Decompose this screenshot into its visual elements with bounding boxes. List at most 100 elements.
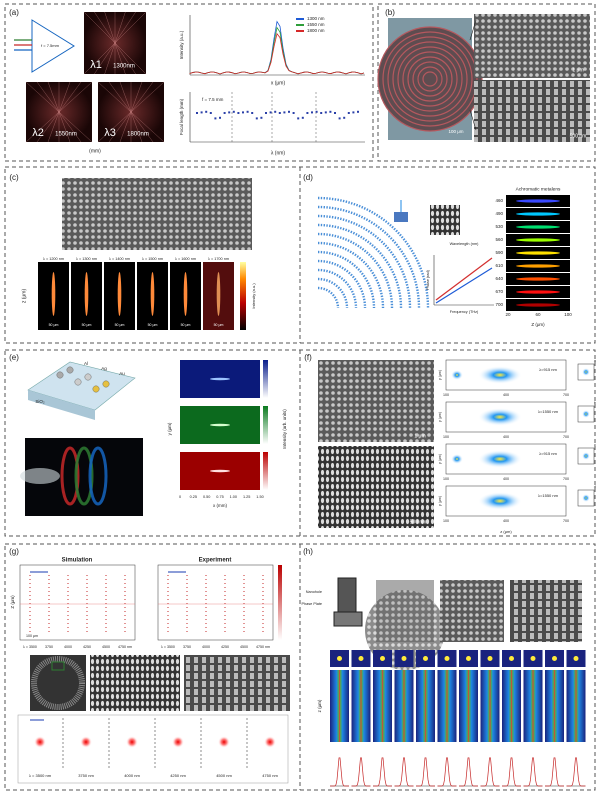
focus xyxy=(117,272,122,316)
label: 1 μm xyxy=(414,433,425,439)
sem-image xyxy=(30,655,86,711)
spot xyxy=(80,736,92,748)
nanopillar xyxy=(84,373,92,381)
label: 50 μm xyxy=(181,323,191,327)
schematic xyxy=(337,577,357,615)
label: 4500 xyxy=(102,645,110,649)
focus-map xyxy=(502,670,521,742)
label: 50 μm xyxy=(82,323,92,327)
label: 670 xyxy=(495,289,503,294)
lens-glow xyxy=(74,446,94,506)
meta-ring xyxy=(317,223,403,309)
meta-ring xyxy=(317,241,385,309)
nanopillar xyxy=(56,371,64,379)
focal-point xyxy=(297,117,300,120)
sem-image xyxy=(318,360,434,442)
focal-point xyxy=(278,112,281,114)
label: λ (nm) xyxy=(271,150,286,156)
label: z (μm) xyxy=(21,289,27,304)
panel-label: (e) xyxy=(9,353,19,362)
label: d xyxy=(594,484,596,489)
spot xyxy=(423,656,428,661)
focal-point xyxy=(251,112,254,114)
label: Intensity (a.u.) xyxy=(179,30,184,59)
focal-point xyxy=(324,111,327,114)
panel-label: (a) xyxy=(9,8,19,17)
label: 4250 xyxy=(221,645,229,649)
panel-label: (h) xyxy=(303,547,313,556)
profile-curve xyxy=(502,757,521,787)
label: 1 μm xyxy=(572,67,583,73)
label: x (mm) xyxy=(213,503,227,508)
label: λ = 1300 nm xyxy=(76,257,97,261)
label: Nanohole xyxy=(306,590,322,594)
focal-point xyxy=(311,111,313,114)
label: 500 nm xyxy=(410,519,427,525)
focus xyxy=(210,377,230,381)
focus xyxy=(516,225,560,229)
label: Wavelength (nm) xyxy=(450,242,480,246)
focal-point xyxy=(205,110,208,113)
label: Z (μm) xyxy=(531,322,545,327)
ring xyxy=(402,51,458,107)
focus xyxy=(516,264,560,268)
focus-map xyxy=(394,670,414,742)
label: 1.50 xyxy=(256,495,263,499)
focal-point xyxy=(347,112,350,114)
spot xyxy=(509,656,514,661)
phase-line xyxy=(435,257,493,301)
pointer xyxy=(469,19,477,41)
sem-image xyxy=(474,80,590,142)
meta-ring xyxy=(317,196,430,309)
label: 20 xyxy=(505,312,511,317)
label: 460 xyxy=(495,198,503,203)
spot xyxy=(582,410,590,418)
label: x (μm) xyxy=(271,80,286,86)
spot xyxy=(172,736,184,748)
spot xyxy=(487,656,493,661)
lens xyxy=(31,656,85,710)
label: 640 xyxy=(495,276,503,281)
focus xyxy=(84,272,89,316)
focal-point xyxy=(338,117,341,120)
panel-label: (d) xyxy=(303,173,313,182)
focus xyxy=(516,290,560,294)
focal-point xyxy=(352,111,355,114)
label: Ag xyxy=(101,366,107,371)
field-map xyxy=(157,564,274,641)
focal-point xyxy=(283,111,286,114)
meta-ring xyxy=(317,268,358,309)
sem-image xyxy=(440,580,504,642)
spot xyxy=(552,656,557,661)
label: 590 xyxy=(495,250,503,255)
colorbar xyxy=(278,565,282,640)
focus-map xyxy=(330,670,349,742)
focus xyxy=(516,212,560,216)
focal-point xyxy=(200,111,203,114)
label: 100 xyxy=(443,393,449,397)
label: Achromatic metalens xyxy=(516,186,561,192)
focal-point xyxy=(246,110,249,113)
spot xyxy=(582,452,590,460)
label: Frequency (THz) xyxy=(450,310,479,314)
focal-point xyxy=(228,111,231,114)
focus xyxy=(210,423,230,427)
label: 400 xyxy=(503,435,509,439)
focal-point xyxy=(306,112,309,114)
focus xyxy=(51,272,56,316)
profile-curve xyxy=(459,757,478,787)
label: y (μm) xyxy=(438,370,442,380)
spot xyxy=(380,656,385,661)
legend-label: 1800 nm xyxy=(307,28,325,33)
focus xyxy=(516,277,560,281)
profile-curve xyxy=(416,757,435,787)
label: Intensity (a.u.) xyxy=(251,283,256,309)
lens-glow xyxy=(88,446,108,506)
spot xyxy=(218,736,230,748)
label: y (μm) xyxy=(438,412,442,422)
focal-point xyxy=(196,112,198,114)
legend-label: 1550 nm xyxy=(307,22,325,27)
label: 1800nm xyxy=(127,132,149,138)
label: λ=915 nm xyxy=(539,367,557,372)
label: f = 7.5mm xyxy=(41,43,60,48)
